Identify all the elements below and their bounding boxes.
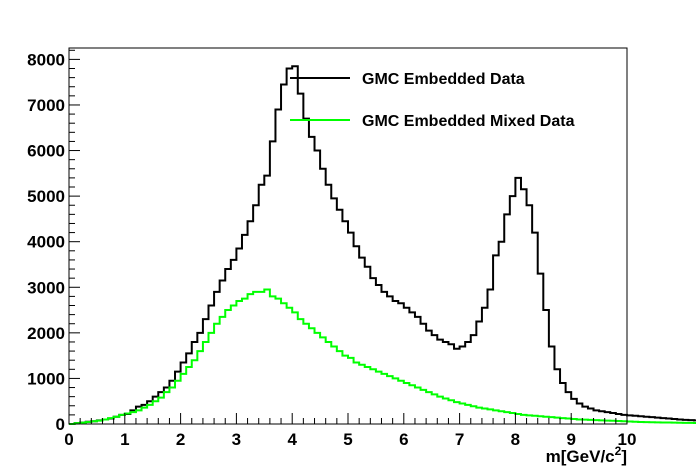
x-axis-title-main: m[GeV/c bbox=[546, 447, 615, 466]
x-axis-title-superscript: 2 bbox=[615, 444, 622, 458]
x-tick-label: 4 bbox=[287, 430, 297, 449]
x-tick-label: 7 bbox=[455, 430, 464, 449]
x-axis: 0 1 2 3 4 5 6 7 8 9 10 bbox=[64, 413, 636, 449]
x-tick-label: 3 bbox=[232, 430, 241, 449]
x-tick-label: 8 bbox=[511, 430, 520, 449]
plot-area: 0 1 2 3 4 5 6 7 8 9 10 0 1000 2000 3000 4000 5000 6000 70… bbox=[27, 47, 696, 449]
y-tick-label: 8000 bbox=[27, 50, 65, 69]
x-tick-label: 1 bbox=[120, 430, 129, 449]
y-tick-label: 4000 bbox=[27, 233, 65, 252]
legend-label-embedded-mixed-data: GMC Embedded Mixed Data bbox=[362, 113, 575, 130]
y-tick-label: 1000 bbox=[27, 369, 65, 388]
x-tick-label: 5 bbox=[343, 430, 352, 449]
y-tick-label: 7000 bbox=[27, 96, 65, 115]
series-line-embedded-mixed-data bbox=[69, 288, 696, 425]
y-tick-label: 2000 bbox=[27, 324, 65, 343]
legend: GMC Embedded Data GMC Embedded Mixed Dat… bbox=[290, 71, 575, 130]
x-tick-label: 6 bbox=[399, 430, 408, 449]
y-tick-label: 6000 bbox=[27, 142, 65, 161]
y-tick-label: 0 bbox=[56, 415, 65, 434]
series-line-embedded-data bbox=[69, 65, 696, 425]
x-tick-label: 0 bbox=[64, 430, 73, 449]
x-tick-label: 9 bbox=[566, 430, 575, 449]
y-tick-label: 3000 bbox=[27, 278, 65, 297]
x-axis-title-tail: ] bbox=[621, 447, 627, 466]
x-tick-label: 2 bbox=[176, 430, 185, 449]
series-layer bbox=[69, 65, 696, 425]
legend-label-embedded-data: GMC Embedded Data bbox=[362, 71, 525, 88]
y-axis: 0 1000 2000 3000 4000 5000 6000 7000 8000 bbox=[27, 49, 80, 434]
x-axis-title: m[GeV/c2] bbox=[546, 444, 627, 466]
y-tick-label: 5000 bbox=[27, 187, 65, 206]
x-tick-label: 10 bbox=[618, 430, 637, 449]
